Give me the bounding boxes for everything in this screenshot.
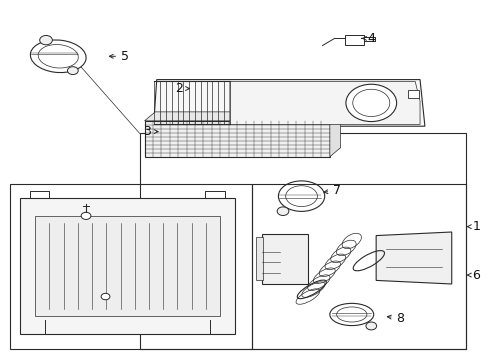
Bar [345, 35, 363, 45]
Circle shape [345, 84, 396, 122]
Bar [10, 184, 251, 348]
Bar [255, 237, 263, 280]
Polygon shape [229, 81, 419, 125]
Circle shape [67, 67, 78, 75]
Circle shape [101, 293, 110, 300]
Text: 4: 4 [361, 32, 374, 45]
Text: 1: 1 [466, 220, 479, 233]
Polygon shape [375, 232, 451, 284]
Text: 8: 8 [386, 311, 404, 325]
Circle shape [277, 207, 288, 216]
Text: 7: 7 [323, 184, 341, 197]
Circle shape [40, 36, 52, 45]
Bar [251, 184, 466, 348]
Circle shape [81, 212, 91, 220]
Circle shape [352, 89, 389, 117]
Text: 6: 6 [466, 269, 479, 282]
Polygon shape [154, 80, 424, 126]
Text: 2: 2 [174, 82, 189, 95]
Text: 5: 5 [109, 50, 129, 63]
Bar [140, 134, 466, 348]
Bar [261, 234, 307, 284]
Circle shape [365, 322, 376, 330]
Bar [35, 216, 220, 316]
Polygon shape [329, 112, 340, 157]
Bar [407, 90, 418, 98]
Bar [20, 198, 234, 334]
Polygon shape [144, 112, 340, 121]
Text: 3: 3 [143, 125, 158, 138]
Bar [144, 121, 329, 157]
